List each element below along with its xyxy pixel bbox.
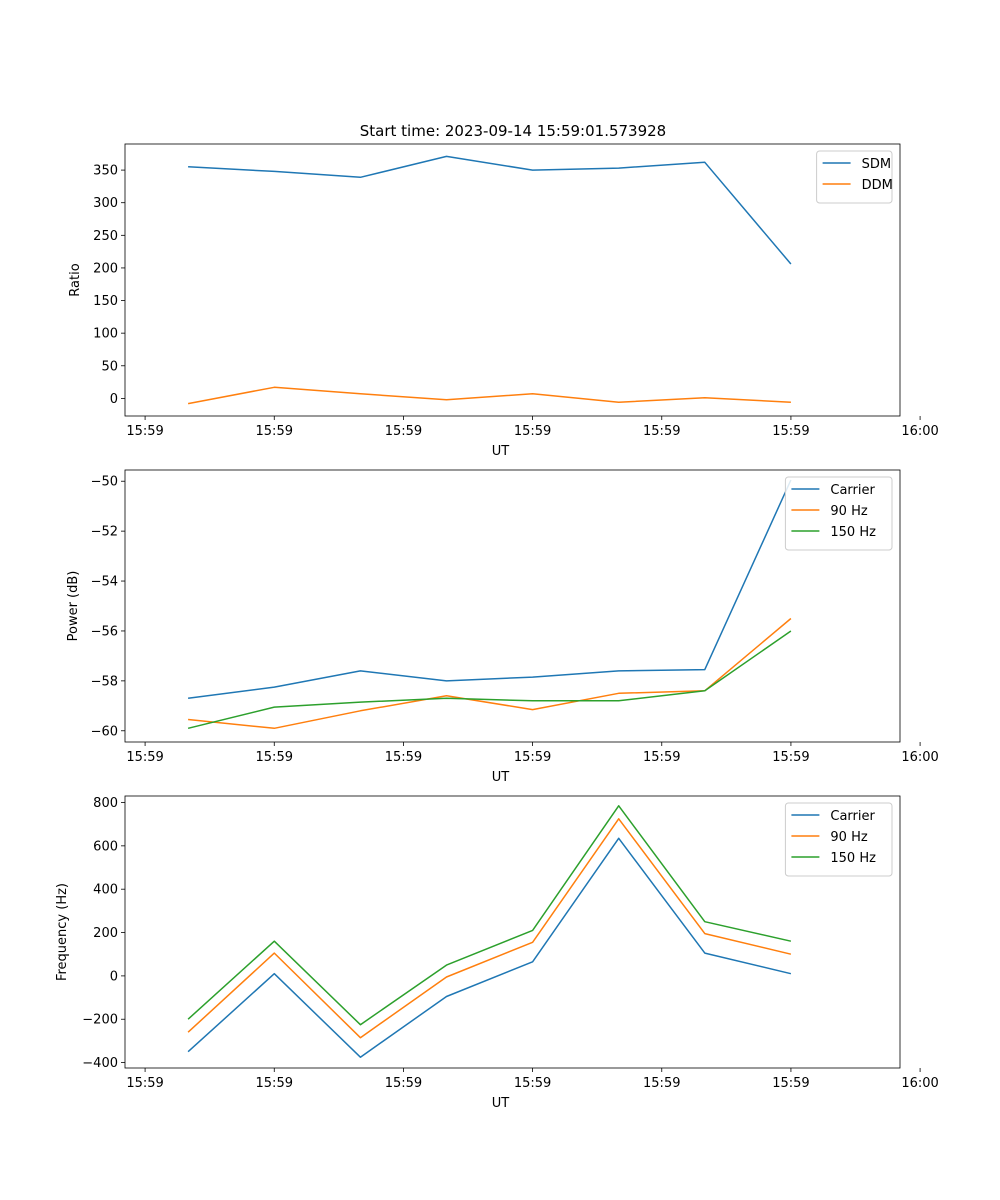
series-line-ddm xyxy=(187,386,791,405)
x-tick-label: 15:59 xyxy=(256,750,293,765)
y-tick-label: −60 xyxy=(91,724,118,739)
x-tick-label: 16:00 xyxy=(901,750,938,765)
legend-label: Carrier xyxy=(830,809,875,824)
x-tick-label: 15:59 xyxy=(385,1076,422,1091)
series-line-90-hz xyxy=(188,617,792,730)
y-tick-label: −58 xyxy=(91,674,118,689)
x-axis-label: UT xyxy=(492,444,510,459)
chart-panel-1: 15:59 15:59 15:59 15:59 15:59 15:59 16:00 0 50 10… xyxy=(68,143,939,459)
y-tick-label: 100 xyxy=(93,327,118,342)
series-line-carrier xyxy=(188,479,792,700)
y-tick-label: 600 xyxy=(93,839,118,854)
x-tick-label: 15:59 xyxy=(772,424,809,439)
legend-label: 150 Hz xyxy=(830,851,876,866)
y-tick-label: −50 xyxy=(91,475,118,490)
legend: Carrier 90 Hz 150 Hz xyxy=(784,802,893,877)
x-axis-label: UT xyxy=(492,1096,510,1111)
series-line-90-hz xyxy=(187,818,792,1039)
y-tick-label: 150 xyxy=(93,294,118,309)
figure-title: Start time: 2023-09-14 15:59:01.573928 xyxy=(360,122,666,140)
y-tick-label: 250 xyxy=(93,229,118,244)
y-tick-label: −52 xyxy=(91,525,118,540)
chart-panel-3: 15:59 15:59 15:59 15:59 15:59 15:59 16:00 −400 −… xyxy=(55,795,939,1111)
y-tick-label: −400 xyxy=(82,1056,118,1071)
x-tick-label: 16:00 xyxy=(901,424,938,439)
panels: 15:59 15:59 15:59 15:59 15:59 15:59 16:00 0 50 10… xyxy=(55,143,939,1111)
x-tick-label: 15:59 xyxy=(514,750,551,765)
y-tick-label: 300 xyxy=(93,196,118,211)
legend: Carrier 90 Hz 150 Hz xyxy=(784,476,893,551)
x-tick-label: 15:59 xyxy=(256,424,293,439)
y-tick-label: 0 xyxy=(110,969,118,984)
y-tick-label: 50 xyxy=(101,359,118,374)
y-tick-label: −54 xyxy=(91,575,118,590)
y-axis-label: Power (dB) xyxy=(66,571,81,642)
x-tick-label: 15:59 xyxy=(126,750,163,765)
legend-label: DDM xyxy=(862,178,893,193)
x-axis-label: UT xyxy=(492,770,510,785)
legend-label: 90 Hz xyxy=(830,504,867,519)
series-line-sdm xyxy=(188,155,792,265)
series-line-150-hz xyxy=(187,630,792,730)
legend-label: 150 Hz xyxy=(830,525,876,540)
series-line-150-hz xyxy=(187,805,792,1026)
x-tick-label: 15:59 xyxy=(514,1076,551,1091)
x-tick-label: 15:59 xyxy=(643,1076,680,1091)
y-axis-label: Frequency (Hz) xyxy=(55,883,70,981)
y-tick-label: 200 xyxy=(93,261,118,276)
legend-label: SDM xyxy=(862,157,891,172)
plot-frame xyxy=(124,469,901,743)
x-tick-label: 15:59 xyxy=(385,424,422,439)
x-tick-label: 15:59 xyxy=(126,1076,163,1091)
y-tick-label: 350 xyxy=(93,164,118,179)
y-tick-label: 200 xyxy=(93,926,118,941)
y-tick-label: 800 xyxy=(93,796,118,811)
plot-frame xyxy=(124,143,901,417)
y-tick-label: 0 xyxy=(110,392,118,407)
x-tick-label: 15:59 xyxy=(256,1076,293,1091)
x-tick-label: 16:00 xyxy=(901,1076,938,1091)
y-tick-label: 400 xyxy=(93,883,118,898)
y-tick-label: −200 xyxy=(82,1013,118,1028)
x-tick-label: 15:59 xyxy=(126,424,163,439)
x-tick-label: 15:59 xyxy=(772,1076,809,1091)
x-tick-label: 15:59 xyxy=(772,750,809,765)
y-axis-label: Ratio xyxy=(68,263,83,296)
series-line-carrier xyxy=(187,837,792,1058)
y-tick-label: −56 xyxy=(91,624,118,639)
x-tick-label: 15:59 xyxy=(643,424,680,439)
x-tick-label: 15:59 xyxy=(514,424,551,439)
legend: SDM DDM xyxy=(816,150,893,204)
x-tick-label: 15:59 xyxy=(385,750,422,765)
legend-label: Carrier xyxy=(830,483,875,498)
x-tick-label: 15:59 xyxy=(643,750,680,765)
chart-panel-2: 15:59 15:59 15:59 15:59 15:59 15:59 16:00 −60 −5… xyxy=(66,469,939,785)
legend-box xyxy=(816,150,893,204)
plot-frame xyxy=(124,795,901,1069)
legend-label: 90 Hz xyxy=(830,830,867,845)
